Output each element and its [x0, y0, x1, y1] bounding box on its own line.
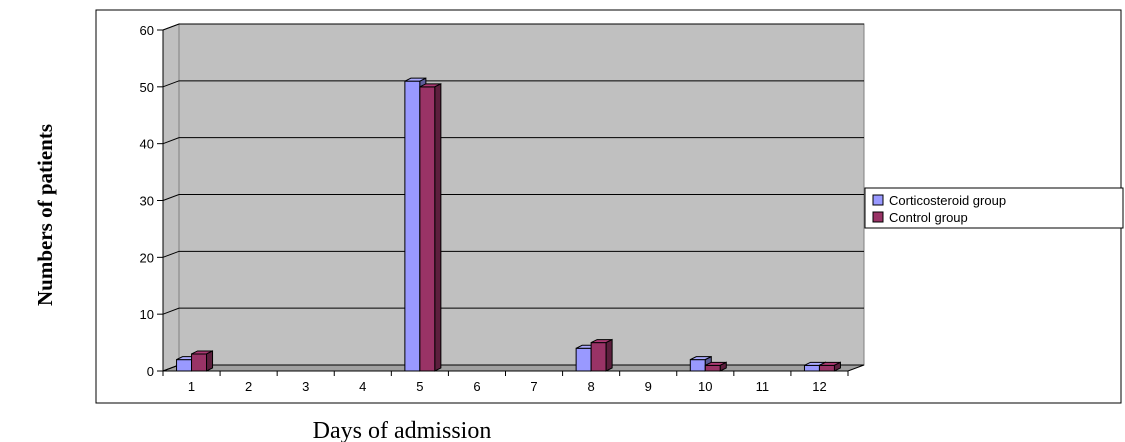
x-tick-label: 3 — [302, 379, 309, 394]
x-tick-label: 11 — [756, 379, 770, 394]
y-axis-label: Numbers of patients — [33, 124, 57, 306]
bar — [590, 338, 613, 372]
x-tick-label: 2 — [245, 379, 252, 394]
y-tick-label: 50 — [140, 80, 154, 95]
legend-swatch — [872, 211, 884, 223]
gridline — [162, 307, 864, 315]
bar — [191, 350, 214, 372]
bar-side — [206, 350, 214, 372]
bar — [818, 361, 841, 372]
legend-item: Corticosteroid group — [872, 193, 1006, 208]
bars — [176, 77, 841, 372]
bar-front — [689, 359, 706, 372]
bar-side — [434, 83, 442, 372]
gridline — [162, 194, 864, 201]
bar-side — [719, 361, 727, 372]
gridline — [162, 80, 864, 88]
floor — [162, 364, 865, 372]
y-tick-label: 0 — [147, 364, 154, 379]
x-tick-label: 9 — [645, 379, 652, 394]
gridline — [162, 250, 864, 258]
bar — [419, 83, 442, 372]
bar-front — [404, 80, 421, 372]
y-tick-label: 10 — [140, 307, 154, 322]
bar-side — [833, 361, 841, 372]
bar-front — [191, 353, 208, 372]
x-tick-label: 1 — [188, 379, 195, 394]
x-axis-label: Days of admission — [313, 418, 492, 442]
legend-item: Control group — [872, 210, 968, 225]
bar-side — [605, 338, 613, 372]
bar-front — [818, 364, 835, 372]
x-tick-label: 7 — [530, 379, 537, 394]
plot-area — [162, 23, 865, 372]
bar-front — [419, 86, 436, 372]
bar-front — [575, 347, 592, 372]
x-tick-label: 4 — [359, 379, 366, 394]
y-tick-label: 30 — [140, 194, 154, 209]
y-tick-label: 60 — [140, 23, 154, 38]
legend-label: Corticosteroid group — [889, 193, 1006, 208]
bar-front — [590, 342, 607, 372]
bar-front — [704, 364, 721, 372]
x-tick-label: 12 — [812, 379, 826, 394]
y-tick-label: 40 — [140, 137, 154, 152]
gridline — [162, 23, 864, 31]
legend-box — [864, 187, 1124, 229]
bar — [704, 361, 727, 372]
legend-swatch — [872, 194, 884, 206]
x-tick-label: 6 — [473, 379, 480, 394]
legend: Corticosteroid group Control group — [864, 187, 1124, 229]
x-tick-label: 10 — [698, 379, 712, 394]
bar-front — [176, 359, 193, 372]
bar-front — [803, 364, 820, 372]
x-tick-label: 5 — [416, 379, 423, 394]
y-tick-label: 20 — [140, 250, 154, 265]
x-tick-label: 8 — [588, 379, 595, 394]
legend-label: Control group — [889, 210, 968, 225]
gridline — [162, 137, 864, 145]
